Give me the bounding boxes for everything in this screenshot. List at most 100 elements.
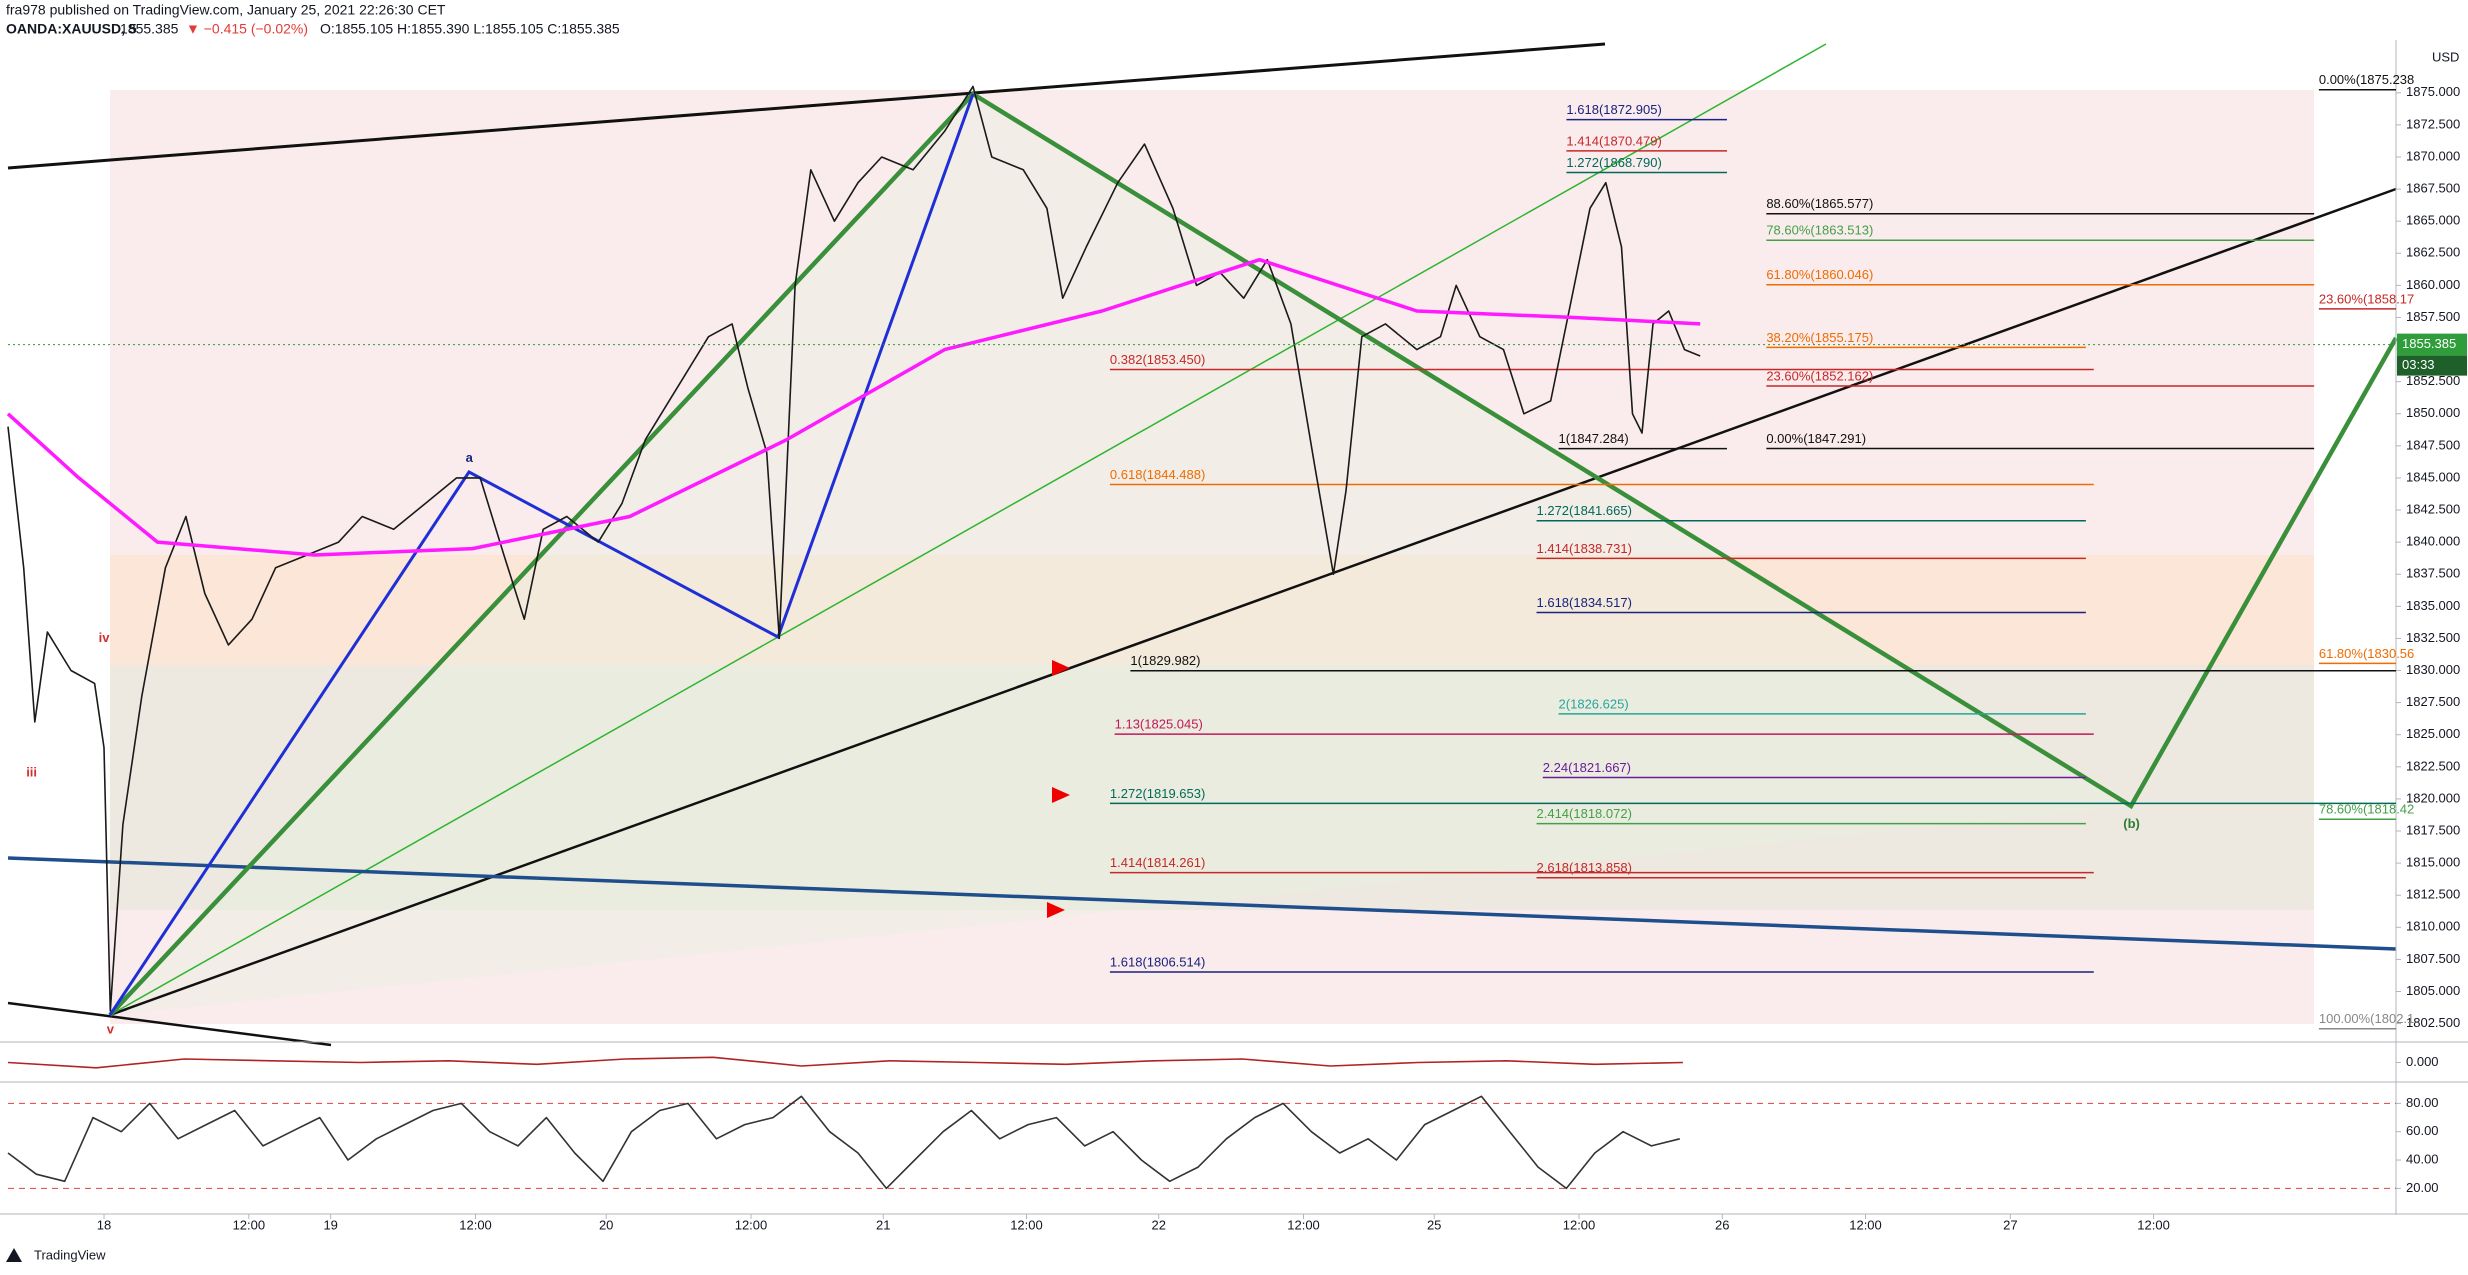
last-price: 1855.385 — [120, 21, 179, 37]
series-line — [6, 257, 1701, 557]
y-tick-label: 1870.000 — [2406, 148, 2460, 163]
wave-label: iv — [99, 630, 111, 645]
x-tick-label: 25 — [1427, 1217, 1441, 1232]
fib-label: 1.272(1819.653) — [1110, 786, 1205, 801]
fib-label: 61.80%(1860.046) — [1766, 267, 1873, 282]
y-tick-label: 1835.000 — [2406, 598, 2460, 613]
y-tick-label: 60.00 — [2406, 1123, 2439, 1138]
change: ▼ −0.415 (−0.02%) — [186, 21, 308, 37]
fib-label: 1.414(1814.261) — [1110, 855, 1205, 870]
fib-label: 0.382(1853.450) — [1110, 352, 1205, 367]
wave-label: a — [466, 450, 474, 465]
wave-path — [108, 91, 2398, 1017]
y-tick-label: 1830.000 — [2406, 662, 2460, 677]
footer-logo-text: TradingView — [34, 1247, 106, 1262]
wave-label: iii — [26, 765, 37, 780]
y-tick-label: 1822.500 — [2406, 758, 2460, 773]
y-tick-label: 1825.000 — [2406, 726, 2460, 741]
x-tick-label: 12:00 — [1010, 1217, 1043, 1232]
x-tick-label: 19 — [323, 1217, 337, 1232]
arrow-icon — [1052, 660, 1070, 676]
x-tick-label: 12:00 — [735, 1217, 768, 1232]
y-tick-label: 1802.500 — [2406, 1015, 2460, 1030]
y-tick-label: 1810.000 — [2406, 919, 2460, 934]
fib-label: 78.60%(1863.513) — [1766, 223, 1873, 238]
y-tick-label: 1820.000 — [2406, 790, 2460, 805]
y-tick-label: 1812.500 — [2406, 887, 2460, 902]
fib-label: 23.60%(1858.17 — [2319, 291, 2414, 306]
y-tick-label: 1862.500 — [2406, 245, 2460, 260]
y-tick-label: 20.00 — [2406, 1180, 2439, 1195]
fib-label: 2.618(1813.858) — [1537, 860, 1632, 875]
series-line — [7, 1095, 1680, 1190]
x-tick-label: 12:00 — [2137, 1217, 2170, 1232]
fib-label: 78.60%(1818.42 — [2319, 802, 2414, 817]
fib-label: 1.272(1841.665) — [1537, 503, 1632, 518]
fib-label: 0.00%(1847.291) — [1766, 431, 1866, 446]
wave-label: (b) — [2123, 816, 2140, 831]
y-tick-label: 1832.500 — [2406, 630, 2460, 645]
series-line — [7, 85, 1701, 1012]
fib-zone — [110, 555, 2314, 665]
y-tick-label: 1845.000 — [2406, 469, 2460, 484]
fib-label: 0.00%(1875.238 — [2319, 72, 2414, 87]
fib-label: 1.272(1868.790) — [1566, 155, 1661, 170]
y-tick-label: 1850.000 — [2406, 405, 2460, 420]
fib-label: 1.618(1872.905) — [1566, 102, 1661, 117]
fib-label: 23.60%(1852.162) — [1766, 368, 1873, 383]
y-tick-label: 1842.500 — [2406, 501, 2460, 516]
x-tick-label: 12:00 — [1287, 1217, 1320, 1232]
x-tick-label: 20 — [599, 1217, 613, 1232]
countdown-tag — [2397, 355, 2467, 376]
y-tick-label: 1852.500 — [2406, 373, 2460, 388]
y-tick-label: 1815.000 — [2406, 855, 2460, 870]
y-tick-label: 1805.000 — [2406, 983, 2460, 998]
wave-path — [108, 93, 975, 1016]
currency: USD — [2432, 49, 2459, 64]
y-tick-label: 1865.000 — [2406, 213, 2460, 228]
fib-label: 1(1847.284) — [1559, 431, 1629, 446]
channel-line — [109, 43, 1827, 1016]
logo-icon — [6, 1248, 22, 1262]
x-tick-label: 22 — [1151, 1217, 1165, 1232]
fib-label: 88.60%(1865.577) — [1766, 196, 1873, 211]
x-tick-label: 21 — [876, 1217, 890, 1232]
x-tick-label: 12:00 — [1563, 1217, 1596, 1232]
fib-label: 100.00%(1802.1 — [2319, 1011, 2414, 1026]
y-tick-label: 1867.500 — [2406, 181, 2460, 196]
x-tick-label: 27 — [2003, 1217, 2017, 1232]
x-tick-label: 12:00 — [1849, 1217, 1882, 1232]
fib-label: 1.618(1806.514) — [1110, 954, 1205, 969]
trend-line — [7, 42, 1606, 170]
symbol: OANDA:XAUUSD, 5 — [6, 21, 137, 37]
fib-label: 2.24(1821.667) — [1543, 760, 1631, 775]
fib-label: 38.20%(1855.175) — [1766, 330, 1873, 345]
fib-label: 1(1829.982) — [1130, 653, 1200, 668]
y-tick-label: 1837.500 — [2406, 566, 2460, 581]
fib-label: 1.13(1825.045) — [1115, 717, 1203, 732]
last-price-label: 1855.385 — [2402, 336, 2456, 351]
x-tick-label: 12:00 — [459, 1217, 492, 1232]
y-tick-label: 40.00 — [2406, 1151, 2439, 1166]
y-tick-label: 1807.500 — [2406, 951, 2460, 966]
series-line — [7, 1056, 1683, 1069]
y-tick-label: 1817.500 — [2406, 822, 2460, 837]
pattern-fill — [110, 94, 2131, 1015]
wave-label: v — [107, 1021, 115, 1036]
trend-line — [7, 856, 2397, 951]
y-tick-label: 1827.500 — [2406, 694, 2460, 709]
fib-label: 0.618(1844.488) — [1110, 467, 1205, 482]
fib-zone — [110, 665, 2314, 910]
x-tick-label: 18 — [97, 1217, 111, 1232]
arrow-icon — [1052, 787, 1070, 803]
fib-label: 61.80%(1830.56 — [2319, 646, 2414, 661]
y-tick-label: 1872.500 — [2406, 116, 2460, 131]
y-tick-label: 1847.500 — [2406, 437, 2460, 452]
last-price-tag — [2397, 333, 2467, 356]
y-tick-label: 1860.000 — [2406, 277, 2460, 292]
fib-label: 1.414(1838.731) — [1537, 541, 1632, 556]
x-tick-label: 12:00 — [233, 1217, 266, 1232]
fib-label: 2.414(1818.072) — [1537, 806, 1632, 821]
y-tick-label: 80.00 — [2406, 1095, 2439, 1110]
